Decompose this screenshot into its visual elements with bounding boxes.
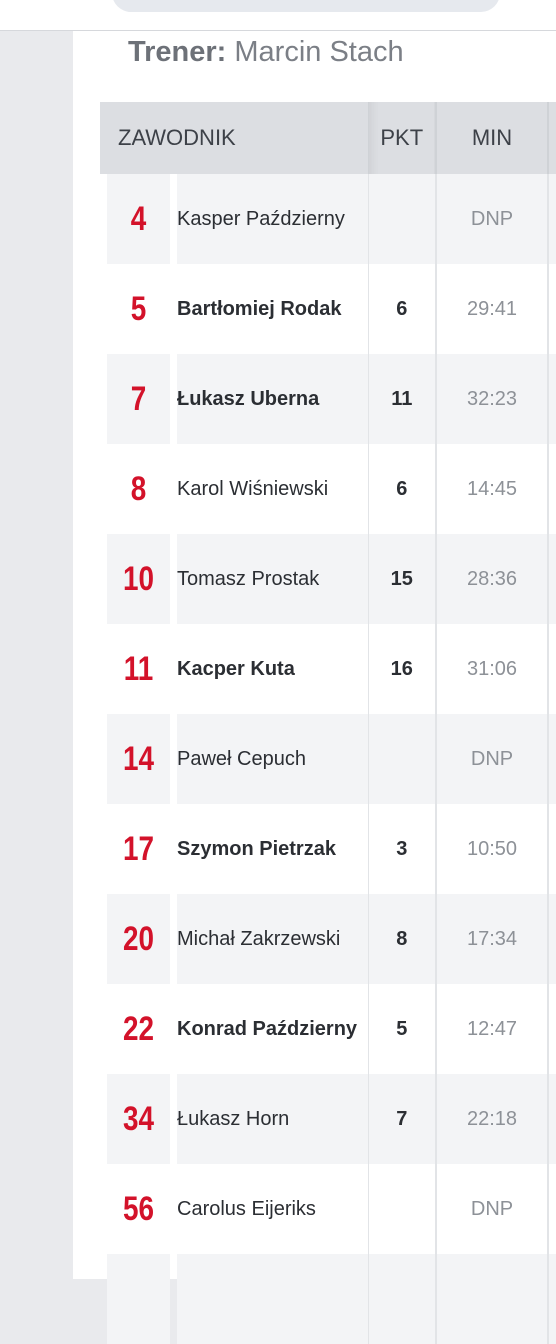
player-next-stat (548, 1164, 556, 1254)
player-next-stat (548, 534, 556, 624)
player-number (106, 1254, 171, 1344)
table-row[interactable]: 56 Carolus Eijeriks DNP (100, 1164, 556, 1254)
player-points (367, 1254, 438, 1344)
table-row[interactable]: 4 Kasper Październy DNP (100, 174, 556, 264)
player-name[interactable] (177, 1254, 369, 1344)
player-points: 8 (367, 894, 438, 984)
player-minutes: 14:45 (436, 444, 550, 534)
player-name[interactable]: Carolus Eijeriks (177, 1164, 369, 1254)
player-points: 6 (367, 444, 438, 534)
player-minutes: 12:47 (436, 984, 550, 1074)
player-next-stat (548, 444, 556, 534)
player-name[interactable]: Bartłomiej Rodak (177, 264, 369, 354)
player-points: 5 (367, 984, 438, 1074)
player-next-stat (548, 174, 556, 264)
table-row[interactable]: 14 Paweł Cepuch DNP (100, 714, 556, 804)
player-points: 11 (367, 354, 438, 444)
player-name[interactable]: Paweł Cepuch (177, 714, 369, 804)
player-number: 22 (106, 984, 171, 1074)
player-number: 17 (106, 804, 171, 894)
player-points: 3 (367, 804, 438, 894)
column-header-next[interactable] (548, 102, 556, 174)
player-number: 20 (106, 894, 171, 984)
player-next-stat (548, 984, 556, 1074)
player-minutes: 32:23 (436, 354, 550, 444)
player-minutes: DNP (436, 714, 550, 804)
player-next-stat (548, 624, 556, 714)
player-points: 15 (367, 534, 438, 624)
player-points (367, 174, 438, 264)
player-number: 10 (106, 534, 171, 624)
left-margin (0, 31, 73, 1279)
player-points: 16 (367, 624, 438, 714)
table-row[interactable]: 7 Łukasz Uberna 11 32:23 (100, 354, 556, 444)
player-name[interactable]: Łukasz Horn (177, 1074, 369, 1164)
player-next-stat (548, 1074, 556, 1164)
table-row[interactable]: 22 Konrad Październy 5 12:47 (100, 984, 556, 1074)
table-row[interactable]: 5 Bartłomiej Rodak 6 29:41 (100, 264, 556, 354)
coach-label: Trener: (128, 36, 227, 68)
table-row[interactable]: 11 Kacper Kuta 16 31:06 (100, 624, 556, 714)
table-header-row: ZAWODNIK PKT MIN (100, 102, 556, 174)
tab-switcher[interactable] (112, 0, 500, 12)
player-name[interactable]: Michał Zakrzewski (177, 894, 369, 984)
player-number: 4 (106, 174, 171, 264)
player-points: 6 (367, 264, 438, 354)
player-minutes: 10:50 (436, 804, 550, 894)
roster-table: ZAWODNIK PKT MIN 4 Kasper Październy DNP 5 B… (100, 102, 556, 1344)
player-number: 34 (106, 1074, 171, 1164)
player-minutes: DNP (436, 1164, 550, 1254)
player-number: 11 (106, 624, 171, 714)
coach-name: Marcin Stach (234, 36, 404, 68)
player-name[interactable]: Konrad Październy (177, 984, 369, 1074)
player-minutes: 22:18 (436, 1074, 550, 1164)
coach-line: Trener: Marcin Stach (128, 33, 404, 71)
player-number: 5 (106, 264, 171, 354)
player-points (367, 714, 438, 804)
column-header-points[interactable]: PKT (367, 102, 438, 174)
table-row[interactable]: 8 Karol Wiśniewski 6 14:45 (100, 444, 556, 534)
player-minutes: 17:34 (436, 894, 550, 984)
top-bar (0, 0, 556, 31)
player-number: 8 (106, 444, 171, 534)
player-name[interactable]: Łukasz Uberna (177, 354, 369, 444)
player-next-stat (548, 1254, 556, 1344)
player-next-stat (548, 804, 556, 894)
table-row[interactable]: 20 Michał Zakrzewski 8 17:34 (100, 894, 556, 984)
player-next-stat (548, 264, 556, 354)
table-row[interactable] (100, 1254, 556, 1344)
player-name[interactable]: Kasper Październy (177, 174, 369, 264)
player-minutes: 28:36 (436, 534, 550, 624)
table-row[interactable]: 17 Szymon Pietrzak 3 10:50 (100, 804, 556, 894)
player-number: 56 (106, 1164, 171, 1254)
player-points: 7 (367, 1074, 438, 1164)
player-next-stat (548, 714, 556, 804)
player-minutes (436, 1254, 550, 1344)
player-minutes: DNP (436, 174, 550, 264)
player-number: 7 (106, 354, 171, 444)
player-next-stat (548, 354, 556, 444)
player-name[interactable]: Tomasz Prostak (177, 534, 369, 624)
table-row[interactable]: 34 Łukasz Horn 7 22:18 (100, 1074, 556, 1164)
player-points (367, 1164, 438, 1254)
column-header-player[interactable]: ZAWODNIK (100, 102, 369, 174)
column-header-minutes[interactable]: MIN (436, 102, 550, 174)
player-minutes: 31:06 (436, 624, 550, 714)
player-minutes: 29:41 (436, 264, 550, 354)
player-name[interactable]: Karol Wiśniewski (177, 444, 369, 534)
player-name[interactable]: Szymon Pietrzak (177, 804, 369, 894)
player-number: 14 (106, 714, 171, 804)
player-next-stat (548, 894, 556, 984)
player-name[interactable]: Kacper Kuta (177, 624, 369, 714)
table-row[interactable]: 10 Tomasz Prostak 15 28:36 (100, 534, 556, 624)
